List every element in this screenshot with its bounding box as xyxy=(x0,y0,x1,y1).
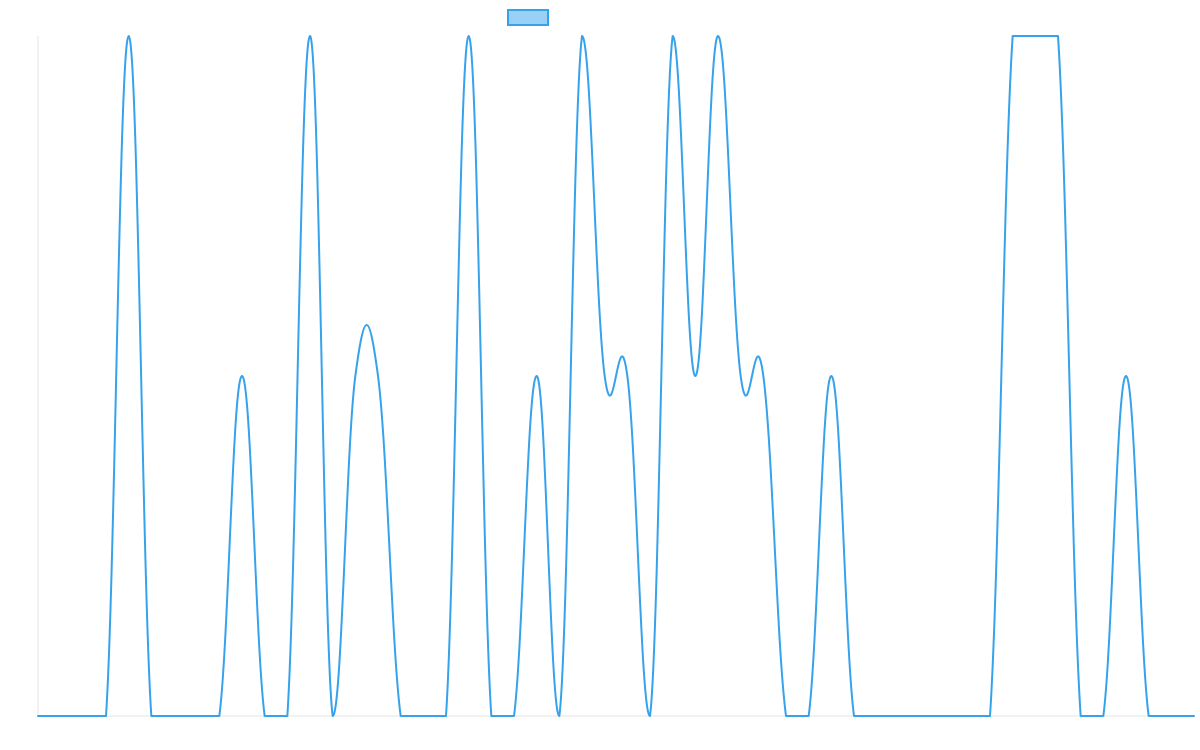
legend xyxy=(507,9,549,26)
series-line-0 xyxy=(37,35,1195,717)
series-group xyxy=(37,35,1195,717)
legend-swatch xyxy=(507,9,549,26)
